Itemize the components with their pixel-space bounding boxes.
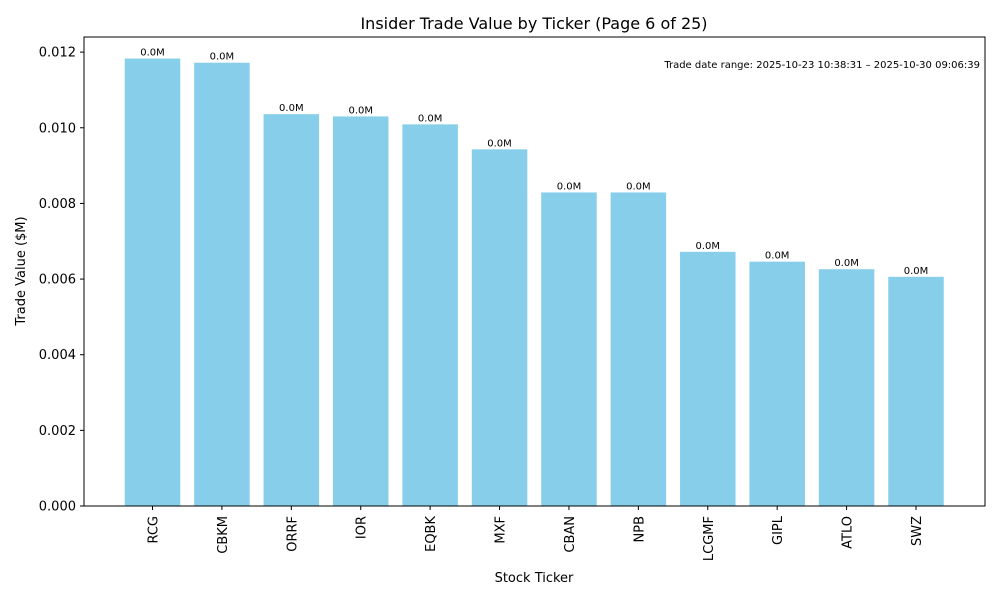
bar-value-label-gipl: 0.0M	[765, 251, 790, 262]
x-tick-label-orrf: ORRF	[285, 516, 300, 552]
bar-gipl	[749, 261, 805, 506]
y-tick-label: 0.000	[39, 500, 76, 515]
bar-value-label-rcg: 0.0M	[140, 48, 165, 59]
bar-lcgmf	[680, 251, 736, 506]
y-tick-label: 0.008	[39, 197, 76, 212]
bar-value-label-orrf: 0.0M	[279, 103, 304, 114]
bar-swz	[888, 276, 944, 506]
x-tick-label-gipl: GIPL	[771, 515, 786, 545]
date-range-annotation: Trade date range: 2025-10-23 10:38:31 – …	[663, 60, 980, 71]
y-tick-label: 0.010	[39, 121, 76, 136]
x-tick-label-npb: NPB	[632, 516, 647, 542]
bar-cbkm	[194, 62, 250, 506]
bar-value-label-eqbk: 0.0M	[418, 113, 443, 124]
y-axis: 0.000 0.002 0.004 0.006 0.008 0.010 0.012	[39, 46, 84, 515]
bar-atlo	[818, 269, 875, 506]
bar-mxf	[471, 149, 528, 506]
bar-npb	[610, 192, 667, 506]
x-tick-label-lcgmf: LCGMF	[702, 516, 717, 561]
bars-group	[124, 58, 944, 507]
y-tick-label: 0.002	[39, 424, 76, 439]
bar-value-label-swz: 0.0M	[904, 266, 929, 277]
chart-title: Insider Trade Value by Ticker (Page 6 of…	[360, 14, 707, 33]
x-tick-label-eqbk: EQBK	[424, 516, 439, 552]
bar-value-label-cban: 0.0M	[557, 181, 582, 192]
x-axis-label: Stock Ticker	[495, 571, 574, 586]
x-tick-label-cban: CBAN	[563, 516, 578, 553]
bar-value-label-atlo: 0.0M	[834, 258, 859, 269]
x-tick-label-ior: IOR	[355, 516, 370, 539]
x-tick-label-swz: SWZ	[910, 516, 925, 546]
x-axis: RCG CBKM ORRF IOR EQBK MXF CBAN NPB LCGMF GIPL ATL…	[147, 506, 925, 561]
y-tick-label: 0.006	[39, 273, 76, 288]
bar-value-label-npb: 0.0M	[626, 181, 651, 192]
bar-value-label-ior: 0.0M	[348, 105, 373, 116]
bar-labels-group: 0.0M 0.0M 0.0M 0.0M 0.0M 0.0M 0.0M 0.0M 0.0M 0.0M…	[140, 48, 928, 277]
y-tick-label: 0.012	[39, 46, 76, 61]
y-tick-label: 0.004	[39, 348, 76, 363]
bar-orrf	[263, 114, 320, 506]
bar-rcg	[124, 58, 181, 507]
bar-eqbk	[402, 124, 458, 506]
bar-value-label-cbkm: 0.0M	[210, 52, 235, 63]
bar-value-label-lcgmf: 0.0M	[696, 241, 721, 252]
bar-cban	[541, 192, 597, 506]
plot-frame	[83, 36, 986, 507]
x-tick-label-atlo: ATLO	[841, 516, 856, 549]
x-tick-label-cbkm: CBKM	[216, 516, 231, 554]
bar-value-label-mxf: 0.0M	[487, 138, 512, 149]
x-tick-label-rcg: RCG	[147, 516, 162, 544]
bar-ior	[332, 116, 389, 506]
x-tick-label-mxf: MXF	[494, 516, 509, 544]
y-axis-label: Trade Value ($M)	[14, 216, 29, 326]
